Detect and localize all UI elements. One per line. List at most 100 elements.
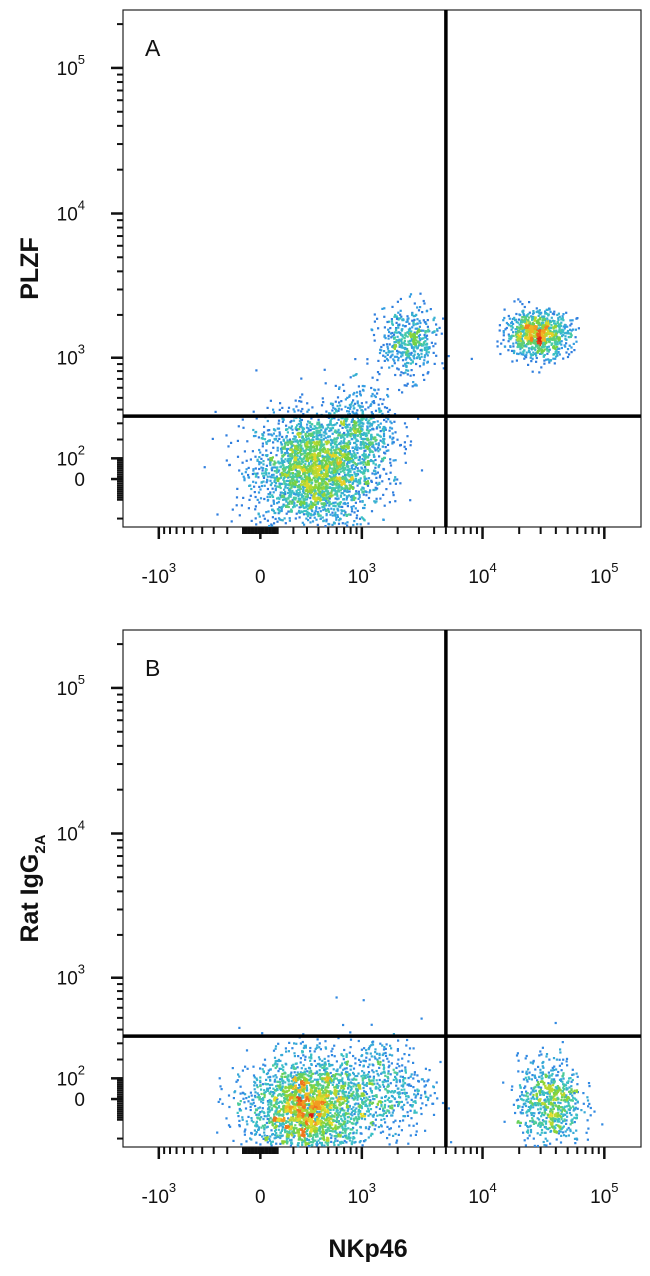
event-point [268, 462, 272, 465]
event-point [417, 335, 420, 338]
event-point [347, 433, 351, 436]
event-point [522, 340, 525, 343]
event-point [346, 396, 349, 399]
event-point [311, 510, 314, 513]
event-point [354, 429, 358, 432]
event-point [383, 335, 386, 338]
event-point [340, 420, 343, 423]
event-point [339, 1142, 342, 1145]
event-point [281, 498, 285, 501]
event-point [421, 343, 424, 346]
event-point [349, 486, 352, 489]
event-point [572, 328, 575, 331]
event-point [389, 327, 392, 330]
event-point [376, 487, 379, 490]
event-point [325, 504, 328, 507]
event-point [565, 342, 568, 345]
event-point [353, 436, 356, 439]
event-point [361, 1144, 364, 1147]
event-point [279, 494, 282, 497]
event-point [338, 484, 341, 487]
event-point [530, 336, 533, 340]
event-point [574, 328, 577, 331]
event-point [408, 295, 411, 298]
event-point [422, 362, 425, 365]
event-point [255, 472, 258, 475]
event-point [314, 471, 317, 474]
event-point [269, 457, 272, 460]
event-point [258, 448, 261, 452]
event-point [367, 496, 371, 500]
event-point [298, 425, 301, 428]
event-point [566, 325, 569, 328]
event-point [385, 472, 388, 475]
event-point [375, 481, 378, 484]
event-point [383, 334, 386, 337]
event-point [350, 464, 353, 467]
event-point [515, 332, 518, 335]
event-point [263, 1096, 266, 1099]
event-point [543, 354, 546, 357]
event-point [519, 332, 523, 335]
event-point [342, 1068, 345, 1071]
event-point [281, 495, 284, 498]
event-point [513, 316, 516, 319]
event-point [294, 427, 297, 430]
event-point [261, 437, 264, 440]
event-point [297, 409, 300, 412]
event-point [362, 506, 365, 510]
event-point [274, 438, 277, 441]
event-point [285, 466, 289, 469]
event-point [523, 349, 526, 352]
event-point [412, 355, 415, 358]
event-point [561, 315, 564, 318]
event-point [548, 308, 551, 311]
event-point [360, 427, 363, 431]
event-point [407, 340, 410, 343]
event-point [277, 470, 280, 473]
event-point [519, 339, 523, 342]
event-point [308, 492, 312, 495]
event-point [536, 333, 539, 336]
y-tick-label: 0 [74, 470, 85, 491]
event-point [298, 1128, 301, 1131]
event-point [523, 320, 527, 323]
event-point [260, 481, 263, 484]
event-point [267, 440, 270, 443]
event-point [317, 469, 320, 472]
event-point [397, 311, 400, 314]
event-point [383, 359, 386, 362]
event-point [284, 471, 287, 474]
event-point [302, 449, 305, 452]
event-point [301, 426, 304, 429]
event-point [367, 406, 370, 409]
event-point [372, 446, 375, 449]
event-point [370, 328, 373, 331]
event-point [322, 401, 325, 404]
event-point [287, 1083, 290, 1086]
event-point [278, 1125, 281, 1128]
event-point [401, 354, 404, 357]
event-point [308, 1126, 311, 1129]
event-point [318, 426, 321, 429]
event-point [295, 450, 298, 453]
event-point [547, 331, 550, 334]
event-point [335, 492, 338, 495]
event-point [281, 519, 284, 522]
event-point [290, 500, 293, 503]
event-point [394, 313, 397, 317]
event-point [352, 393, 355, 396]
event-point [318, 507, 321, 510]
event-point [378, 408, 381, 412]
event-point [315, 412, 319, 415]
event-point [275, 1142, 278, 1145]
event-point [401, 345, 404, 348]
event-point [503, 308, 506, 311]
event-point [269, 1135, 272, 1138]
event-point [546, 322, 549, 325]
event-point [545, 322, 548, 325]
event-point [549, 332, 552, 335]
event-point [523, 318, 526, 321]
event-point [332, 473, 335, 477]
